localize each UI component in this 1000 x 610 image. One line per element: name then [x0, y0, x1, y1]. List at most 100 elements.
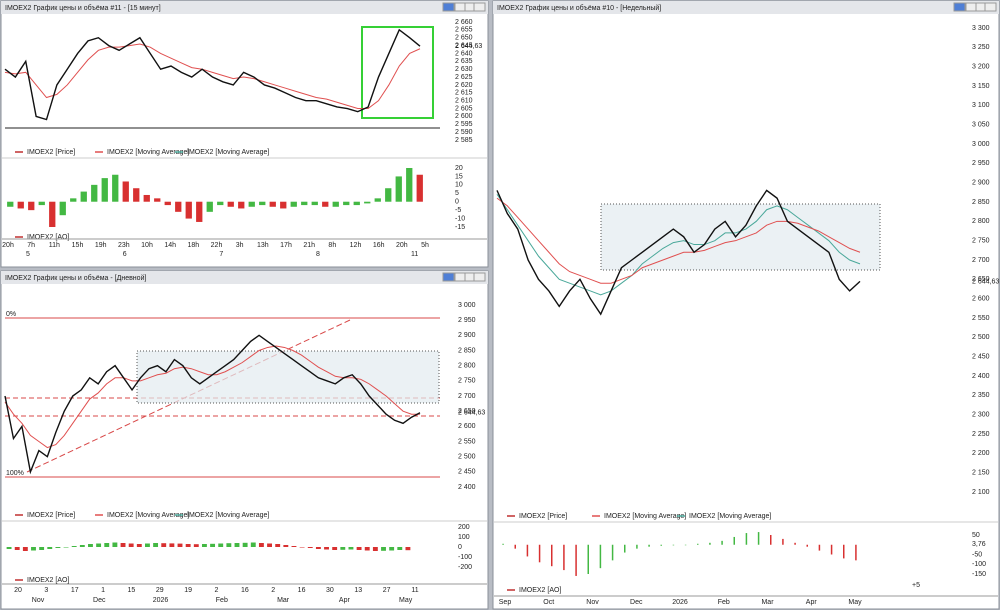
ao-bar	[364, 547, 370, 551]
ao-bar	[275, 544, 281, 547]
ao-bar	[101, 178, 108, 202]
time-label: 19h	[95, 242, 107, 249]
price-tick-label: 2 700	[972, 257, 990, 264]
price-tick-label: 2 650	[455, 35, 473, 42]
fib-label: 100%	[6, 470, 24, 477]
ao-bar	[794, 542, 796, 545]
legend-entry: IMOEX2 [Moving Average]	[689, 513, 771, 520]
ao-bar	[843, 544, 845, 559]
title-bar	[493, 1, 999, 14]
pin-button[interactable]	[953, 2, 966, 12]
price-tick-label: 2 640	[455, 50, 473, 57]
price-tick-label: 2 250	[972, 431, 990, 438]
close-button[interactable]	[473, 272, 486, 282]
minimize-button[interactable]	[965, 2, 978, 12]
date-label: 5	[26, 251, 30, 258]
ao-bar	[91, 184, 98, 202]
price-tick-label: 2 550	[458, 438, 476, 445]
ao-bar	[164, 201, 171, 206]
ao-bar	[672, 544, 675, 546]
ao-bar	[551, 544, 553, 567]
time-label: 5h	[421, 242, 429, 249]
ao-bar	[28, 201, 35, 211]
time-label: 12h	[350, 242, 362, 249]
legend-entry: IMOEX2 [Price]	[519, 513, 567, 520]
ao-bar	[709, 542, 711, 545]
ao-bar	[22, 547, 28, 551]
price-tick-label: 2 450	[458, 469, 476, 476]
date-label: Feb	[216, 597, 228, 604]
minimize-button[interactable]	[454, 272, 467, 282]
ao-bar	[234, 543, 240, 547]
time-label: 29	[156, 587, 164, 594]
ao-tick-label: 15	[455, 173, 463, 180]
ao-bar	[226, 543, 232, 547]
time-label: 3	[44, 587, 48, 594]
ao-tick-label: -15	[455, 224, 465, 231]
pin-button[interactable]	[442, 2, 455, 12]
ao-bar	[660, 544, 662, 546]
price-line	[496, 189, 861, 316]
ao-bar	[185, 544, 191, 547]
ao-bar	[63, 547, 69, 548]
price-tick-label: 3 150	[972, 83, 990, 90]
ao-bar	[855, 544, 857, 561]
date-label: 6	[123, 251, 127, 258]
ao-bar	[514, 544, 516, 549]
ao-bar	[39, 547, 45, 550]
ao-bar	[206, 201, 213, 212]
date-label: 2026	[153, 597, 169, 604]
pin-button[interactable]	[442, 272, 455, 282]
minimize-button[interactable]	[454, 2, 467, 12]
ao-bar	[242, 542, 248, 547]
ao-bar	[406, 168, 413, 202]
ao-bar	[59, 201, 66, 216]
ao-bar	[757, 532, 760, 545]
price-tick-label: 2 950	[972, 160, 990, 167]
ao-bar	[332, 201, 339, 207]
ao-bar	[238, 201, 245, 209]
price-tick-label: 2 625	[455, 74, 473, 81]
close-button[interactable]	[984, 2, 997, 12]
ao-bar	[611, 544, 614, 561]
time-label: 7h	[27, 242, 35, 249]
price-tick-label: 2 800	[458, 363, 476, 370]
ao-tick-label: -100	[972, 561, 986, 568]
time-label: 8h	[328, 242, 336, 249]
ao-bar	[311, 201, 318, 206]
time-label: 2026	[672, 599, 688, 606]
time-label: Apr	[806, 599, 818, 606]
ao-bar	[161, 543, 167, 547]
ao-bar	[248, 201, 255, 207]
ao-bar	[624, 544, 626, 553]
moving-average-line	[4, 43, 421, 110]
ao-tick-label: 10	[455, 182, 463, 189]
ao-tick-label: -100	[458, 554, 472, 561]
window	[0, 0, 489, 268]
price-tick-label: 2 850	[972, 199, 990, 206]
ao-bar	[6, 547, 12, 549]
ao-bar	[697, 543, 699, 545]
ao-bar	[49, 201, 56, 227]
ao-bar	[47, 547, 53, 549]
time-label: 16h	[373, 242, 385, 249]
price-tick-label: 2 400	[458, 484, 476, 491]
ao-tick-label: 200	[458, 524, 470, 531]
ao-tick-label: 5	[455, 190, 459, 197]
close-button[interactable]	[473, 2, 486, 12]
price-tick-label: 2 615	[455, 90, 473, 97]
ao-bar	[587, 544, 589, 574]
time-label: 27	[383, 587, 391, 594]
ao-bar	[684, 544, 687, 546]
time-label: 2	[271, 587, 275, 594]
ao-bar	[133, 188, 140, 202]
ao-tick-label: 20	[455, 165, 463, 172]
time-label: 21h	[303, 242, 315, 249]
time-label: May	[848, 599, 862, 606]
time-label: 18h	[187, 242, 199, 249]
ao-bar	[210, 543, 216, 547]
ao-bar	[80, 191, 87, 202]
ao-bar	[55, 547, 61, 548]
ao-bar	[154, 198, 161, 202]
